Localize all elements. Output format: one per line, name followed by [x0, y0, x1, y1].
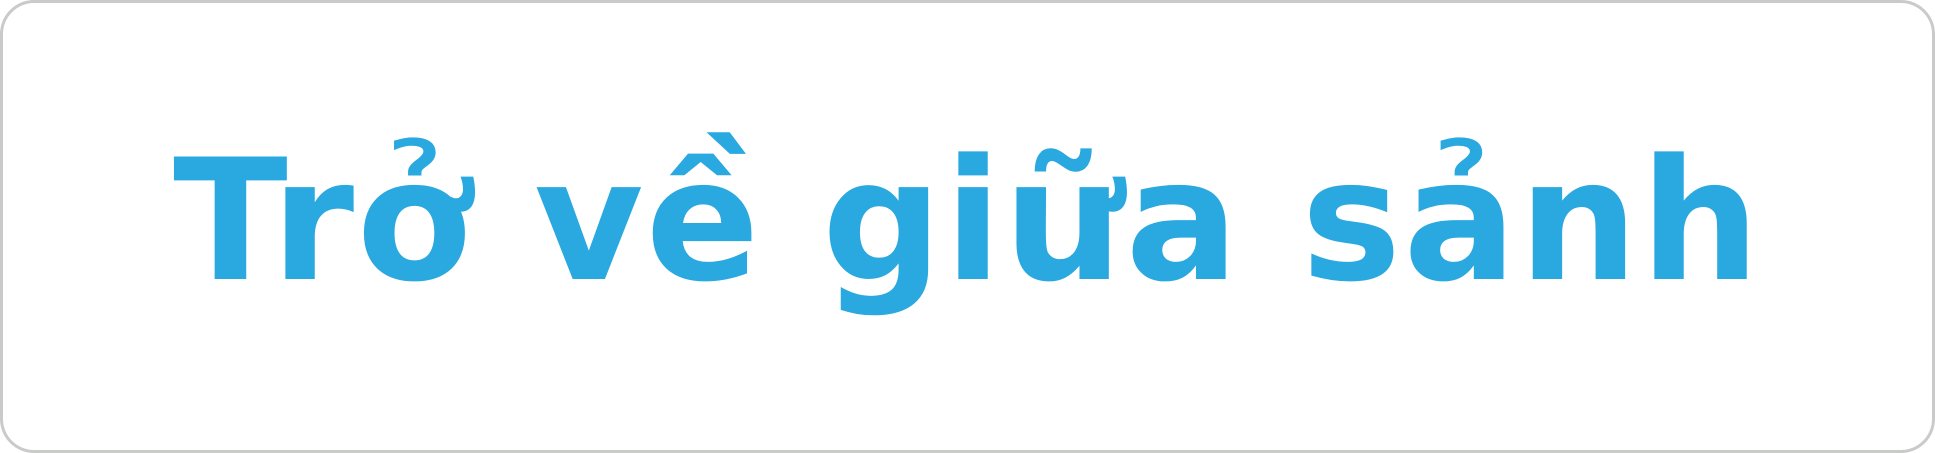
return-to-lobby-label: Trở về giữa sảnh	[173, 122, 1762, 319]
return-to-lobby-button[interactable]: Trở về giữa sảnh	[3, 3, 1932, 450]
